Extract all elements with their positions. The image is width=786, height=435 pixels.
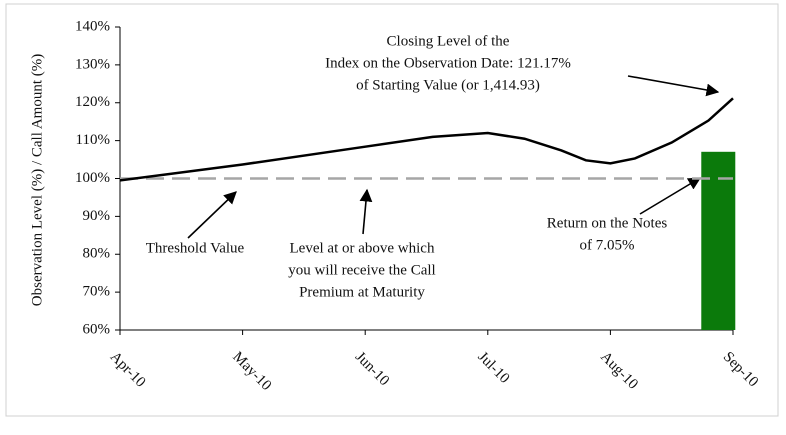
x-tick-label: Aug-10	[597, 349, 641, 393]
y-tick-label: 120%	[75, 94, 110, 110]
y-tick-label: 60%	[83, 321, 111, 337]
annotation: Level at or above which	[290, 240, 435, 256]
x-tick-label: Sep-10	[720, 349, 761, 390]
y-tick-label: 80%	[83, 246, 111, 262]
frame	[5, 3, 779, 417]
arrow	[627, 75, 720, 97]
x-tick-label: Jul-10	[475, 349, 513, 387]
y-tick-label: 140%	[75, 18, 110, 34]
y-tick-label: 100%	[75, 170, 110, 186]
annotation: Threshold Value	[146, 240, 245, 256]
arrows	[187, 75, 720, 239]
arrow	[187, 191, 237, 239]
x-tick-label: May-10	[229, 349, 274, 394]
annotation: you will receive the Call	[288, 262, 435, 278]
annotation: Premium at Maturity	[299, 284, 425, 300]
y-tick-label: 110%	[76, 132, 110, 148]
y-tick-label: 130%	[75, 56, 110, 72]
x-tick-label: Jun-10	[352, 349, 392, 389]
arrow	[359, 188, 373, 235]
bar	[701, 151, 736, 330]
annotation: Index on the Observation Date: 121.17%	[325, 55, 571, 71]
y-axis-label: Observation Level (%) / Call Amount (%)	[29, 54, 45, 306]
annotation: Return on the Notes	[547, 215, 668, 231]
arrow	[639, 177, 702, 215]
y-tick-label: 90%	[83, 208, 111, 224]
annotation: Closing Level of the	[387, 33, 510, 49]
y-tick-label: 70%	[83, 284, 111, 300]
annotation: of 7.05%	[580, 237, 635, 253]
line	[119, 97, 734, 182]
annotation: of Starting Value (or 1,414.93)	[356, 77, 540, 93]
x-tick-label: Apr-10	[107, 349, 149, 391]
